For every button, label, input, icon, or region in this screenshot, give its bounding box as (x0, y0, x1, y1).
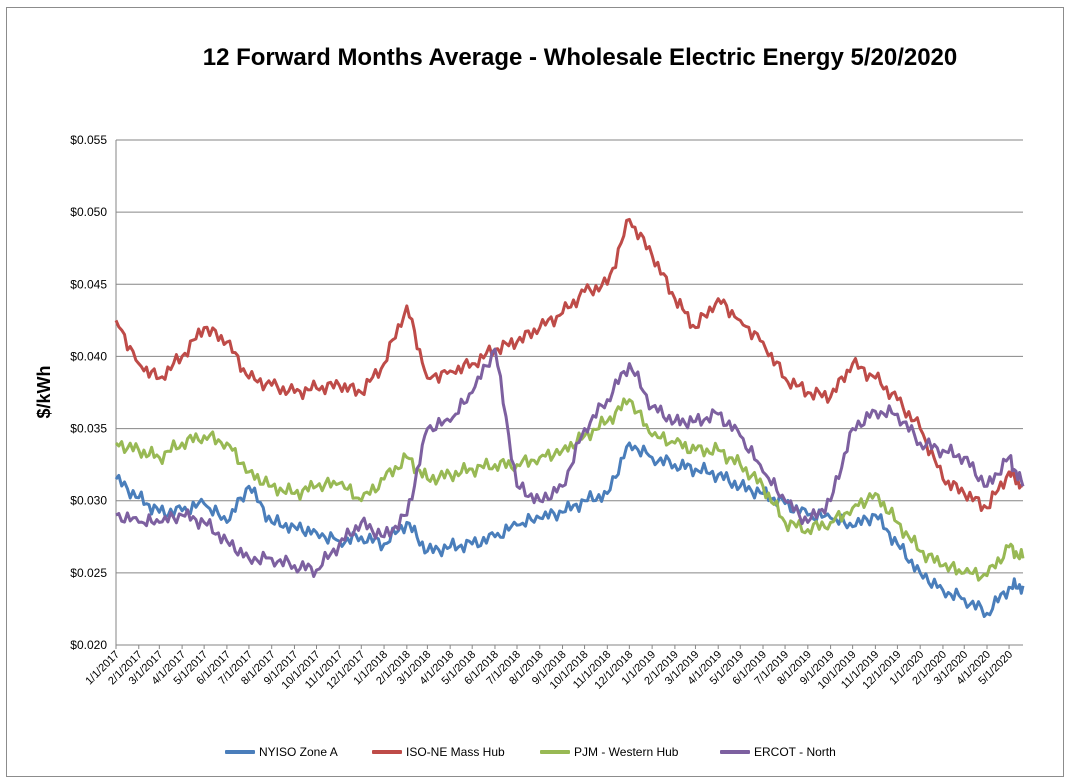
y-tick-label: $0.035 (70, 422, 107, 436)
legend-label: ERCOT - North (754, 745, 836, 759)
legend-swatch (720, 750, 750, 754)
y-axis-label: $/kWh (34, 365, 54, 418)
legend-item: ERCOT - North (720, 745, 836, 759)
y-tick-label: $0.055 (70, 133, 107, 147)
legend-label: ISO-NE Mass Hub (406, 745, 505, 759)
y-tick-label: $0.030 (70, 494, 107, 508)
legend-swatch (372, 750, 402, 754)
y-tick-label: $0.020 (70, 638, 107, 652)
x-tick-labels: 1/1/20172/1/20173/1/20174/1/20175/1/2017… (83, 645, 1015, 692)
gridlines (115, 139, 1023, 646)
legend-item: ISO-NE Mass Hub (372, 745, 505, 759)
series-lines (114, 217, 1025, 618)
y-tick-label: $0.050 (70, 205, 107, 219)
series-line-ercot-north (115, 347, 1025, 578)
legend-item: NYISO Zone A (225, 745, 338, 759)
chart-title: 12 Forward Months Average - Wholesale El… (202, 44, 958, 71)
y-tick-labels: $0.020 $0.025 $0.030 $0.035 $0.040 $0.045 $0.0… (70, 133, 107, 652)
legend-label: PJM - Western Hub (574, 745, 679, 759)
legend-swatch (225, 750, 255, 754)
chart-legend: NYISO Zone A ISO-NE Mass Hub PJM - Western… (0, 745, 1071, 763)
series-line-iso-ne-mass-hub (114, 217, 1024, 512)
legend-swatch (540, 750, 570, 754)
y-tick-label: $0.025 (70, 566, 107, 580)
legend-label: NYISO Zone A (259, 745, 338, 759)
series-line-nyiso-zone-a (114, 441, 1025, 618)
y-tick-label: $0.040 (70, 349, 107, 363)
series-line-pjm-western-hub (114, 397, 1025, 582)
legend-item: PJM - Western Hub (540, 745, 678, 759)
y-tick-label: $0.045 (70, 277, 107, 291)
